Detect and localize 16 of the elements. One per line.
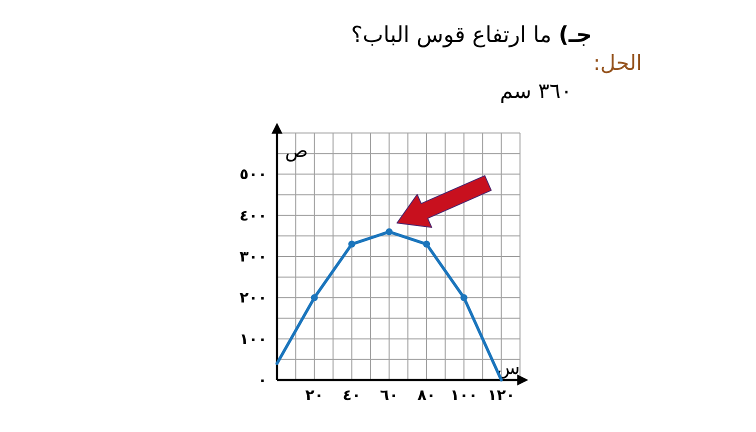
x-tick-label: ٤٠ xyxy=(342,386,361,404)
x-tick-label: ٦٠ xyxy=(380,386,398,404)
text: الحل: xyxy=(593,51,642,76)
y-tick-label: ١٠٠ xyxy=(240,330,267,348)
x-tick-label: ٨٠ xyxy=(417,386,436,404)
y-tick-label: ٤٠٠ xyxy=(240,206,267,224)
x-tick-label: ٢٠ xyxy=(305,386,324,404)
text: ٣٦٠ سم xyxy=(500,79,572,104)
y-tick-label: ٢٠٠ xyxy=(240,288,267,307)
x-tick-label: ١٠٠ xyxy=(450,386,478,404)
x-tick-label: ١٢٠ xyxy=(488,386,516,404)
y-axis-title: ص xyxy=(285,140,308,162)
chart-title: جـ) ما ارتفاع قوس الباب؟ xyxy=(351,23,592,48)
y-tick-label: ٣٠٠ xyxy=(240,248,267,266)
y-tick-label: ٥٠٠ xyxy=(240,165,267,184)
y-tick-label: ٠ xyxy=(258,371,267,389)
